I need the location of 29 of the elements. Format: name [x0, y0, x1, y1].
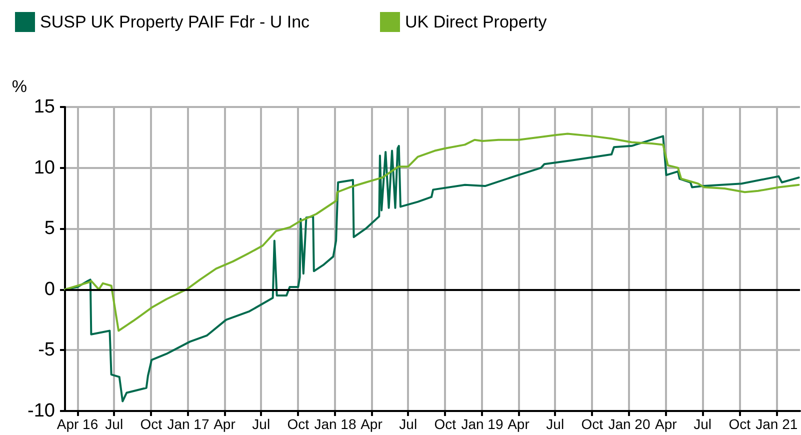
y-tick-label: -5	[38, 340, 55, 361]
x-tick-label: Jul	[694, 416, 712, 432]
y-tick-label: 15	[34, 96, 55, 118]
x-tick-label: Jul	[399, 416, 418, 432]
x-tick-label: Jul	[546, 416, 564, 432]
x-tick-label: Jan 19	[461, 416, 504, 432]
x-tick-label: Apr	[654, 416, 678, 432]
x-tick-label: Jan 18	[314, 416, 356, 432]
x-tick-label: Apr	[214, 416, 236, 432]
x-tick-label: Apr 16	[56, 416, 98, 432]
y-axis-title: %	[12, 77, 27, 96]
x-tick-label: Oct	[140, 416, 162, 432]
x-tick-label: Jul	[252, 416, 270, 432]
x-tick-label: Jan 17	[167, 416, 210, 432]
legend-label: SUSP UK Property PAIF Fdr - U Inc	[40, 12, 310, 32]
x-tick-label: Oct	[287, 416, 310, 432]
y-tick-label: 10	[34, 157, 55, 178]
x-tick-label: Oct	[434, 416, 456, 432]
y-tick-label: -10	[28, 400, 55, 422]
x-tick-label: Oct	[728, 416, 751, 432]
x-tick-label: Apr	[360, 416, 383, 432]
y-tick-label: 5	[44, 218, 55, 240]
legend-label: UK Direct Property	[405, 12, 548, 32]
x-tick-label: Oct	[581, 416, 604, 432]
x-tick-label: Apr	[508, 416, 530, 432]
x-tick-label: Jan 21	[756, 416, 798, 432]
x-tick-label: Jul	[105, 416, 124, 432]
y-tick-label: 0	[44, 278, 55, 300]
x-tick-label: Jan 20	[608, 416, 650, 432]
